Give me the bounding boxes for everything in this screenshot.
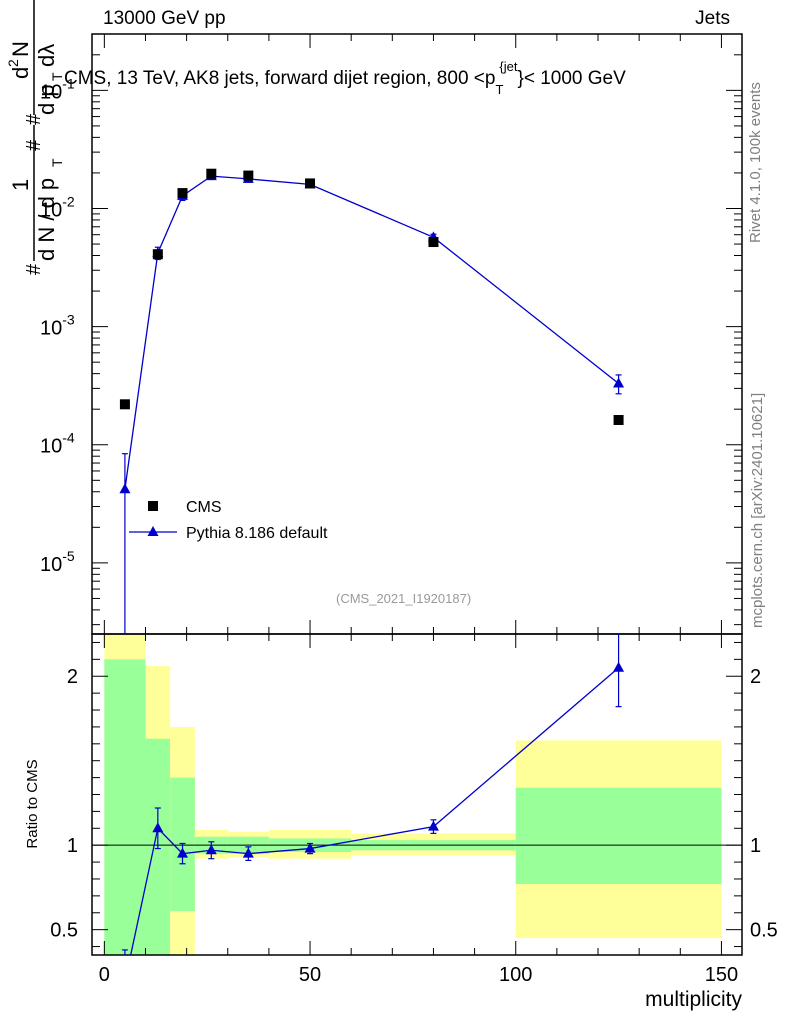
y-title-hash-2: # <box>23 139 45 151</box>
ratio-marker <box>119 976 130 986</box>
y-title-dlambda: dλ <box>34 44 59 67</box>
ratio-marker <box>152 822 164 833</box>
ratio-y-axis-title: Ratio to CMS <box>24 759 41 848</box>
ratio-marker <box>242 847 254 858</box>
x-tick-label: 50 <box>299 964 321 986</box>
y-title-one: 1 <box>8 179 33 191</box>
legend-cms-label: CMS <box>186 499 222 516</box>
cms-data-series <box>119 168 624 425</box>
y-title-n: N <box>8 41 33 57</box>
mc-marker <box>613 377 625 388</box>
ratio-uncertainty-bands <box>104 634 722 955</box>
legend: CMS Pythia 8.186 default <box>129 499 328 542</box>
ratio-line <box>130 667 620 955</box>
ratio-marker <box>205 844 217 855</box>
main-y-axis-title: #1 d N / d p T # # d2 Nd p T dλ <box>5 0 65 275</box>
mc-series-main <box>119 170 625 634</box>
main-y-axis-ticks: 10-5 10-4 10-3 10-2 10-1 <box>40 54 742 626</box>
header-category: Jets <box>695 8 730 29</box>
y-title-d: d <box>8 67 33 79</box>
ratio-marker <box>613 661 625 672</box>
y-tick-label: 10-4 <box>40 430 75 458</box>
cms-data-marker <box>243 170 254 181</box>
x-tick-label: 100 <box>499 964 532 986</box>
cms-data-marker <box>613 414 624 425</box>
y-tick-label: 10-2 <box>40 193 75 221</box>
legend-cms-marker <box>148 501 158 511</box>
y-title-hash-3: # <box>23 113 45 125</box>
y-title-denominator: d N / d p <box>34 178 59 261</box>
x-tick-label: 150 <box>705 964 738 986</box>
legend-mc-marker <box>147 526 159 536</box>
y-title-sub-t: T <box>49 158 65 167</box>
ratio-y-tick-label-right: 2 <box>750 666 761 688</box>
ratio-y-axis-ticks: 0.5 0.5 1 1 2 2 <box>50 641 778 948</box>
y-title-exp: 2 <box>5 59 21 67</box>
ratio-y-tick-label: 0.5 <box>50 920 78 942</box>
y-tick-label: 10-5 <box>40 548 75 576</box>
analysis-id: (CMS_2021_I1920187) <box>336 591 472 606</box>
ratio-marker <box>177 847 189 858</box>
header-process: 13000 GeV pp <box>103 8 226 29</box>
band-inner-0 <box>104 659 146 955</box>
y-tick-label: 10-1 <box>40 75 75 103</box>
band-inner-7 <box>515 787 722 885</box>
y-title-hash: # <box>23 263 45 275</box>
main-plot-frame <box>91 33 743 635</box>
y-title-dp: d p <box>34 84 59 115</box>
cms-data-marker <box>177 188 188 199</box>
ratio-marker <box>304 842 316 853</box>
legend-mc-label: Pythia 8.186 default <box>186 525 328 542</box>
mc-series-ratio <box>119 634 625 986</box>
mc-marker <box>119 483 131 494</box>
plot-title: CMS, 13 TeV, AK8 jets, forward dijet reg… <box>64 59 626 97</box>
x-axis-ticks: 0 50 100 150 <box>99 34 738 986</box>
ratio-marker <box>427 820 439 831</box>
y-tick-label: 10-3 <box>40 312 75 340</box>
ratio-y-tick-label-right: 0.5 <box>750 920 778 942</box>
ratio-y-tick-label: 2 <box>67 666 78 688</box>
cms-data-marker <box>119 399 130 410</box>
cms-data-marker <box>428 237 439 248</box>
cms-data-marker <box>152 249 163 260</box>
cms-data-marker <box>305 178 316 189</box>
ratio-y-tick-label-right: 1 <box>750 835 761 857</box>
cms-data-marker <box>206 168 217 179</box>
x-axis-title: multiplicity <box>645 988 742 1011</box>
plot-title-main: CMS, 13 TeV, AK8 jets, forward dijet reg… <box>64 68 496 89</box>
ratio-y-tick-label: 1 <box>67 835 78 857</box>
mc-line <box>124 175 619 490</box>
y-title-sub-t2: T <box>49 72 65 81</box>
x-tick-label: 0 <box>99 964 110 986</box>
